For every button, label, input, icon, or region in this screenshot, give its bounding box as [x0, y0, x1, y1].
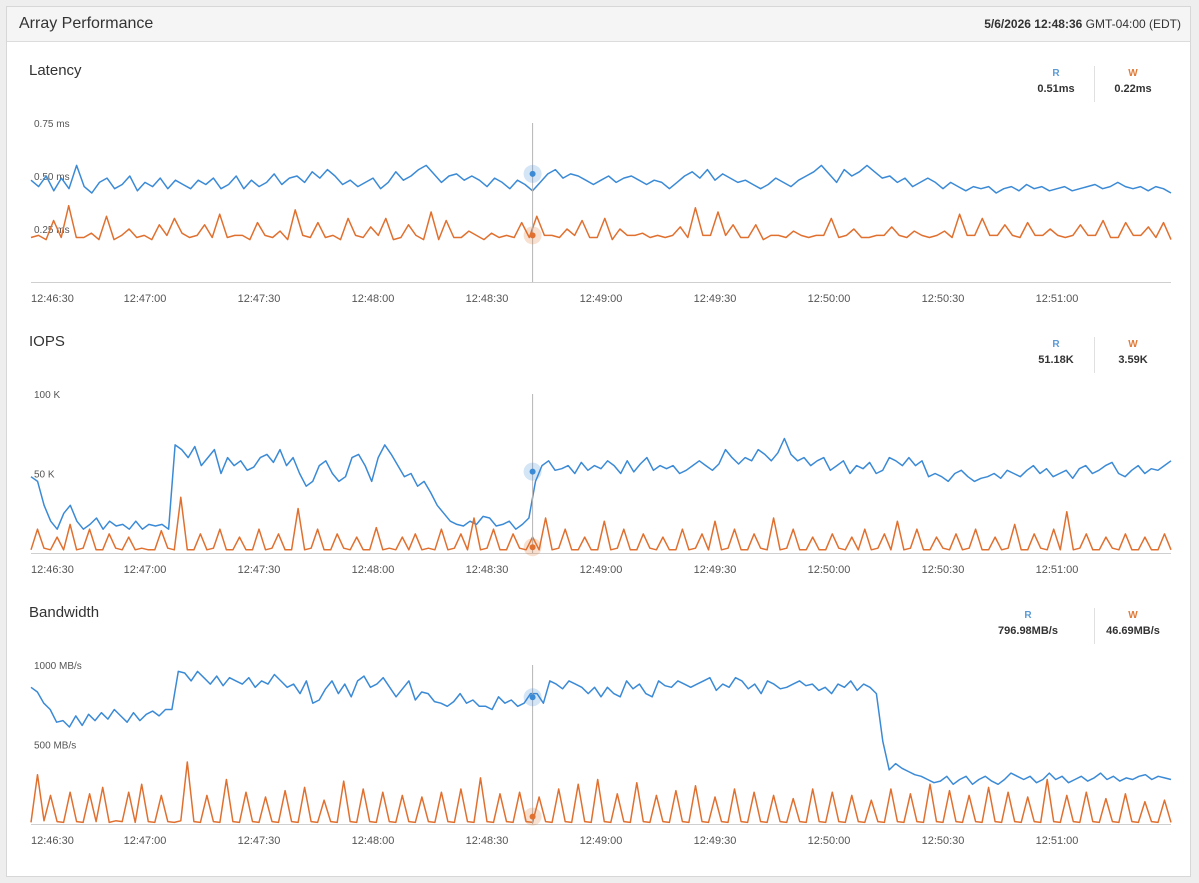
legend-write-label: W [1128, 339, 1138, 350]
write-series-line [30, 496, 1172, 551]
read-series-line [30, 164, 1172, 194]
legend-read-label: R [1052, 68, 1060, 79]
x-tick-label: 12:46:30 [31, 835, 74, 847]
x-tick-label: 12:48:00 [352, 293, 395, 305]
y-tick-label: 100 K [34, 390, 60, 401]
x-tick-label: 12:48:30 [466, 293, 509, 305]
x-tick-label: 12:49:00 [580, 835, 623, 847]
legend-write: W 0.22ms [1097, 68, 1169, 95]
x-tick-label: 12:50:00 [808, 564, 851, 576]
timestamp-datetime: 5/6/2026 12:48:36 [984, 17, 1083, 31]
legend-write-value: 46.69MB/s [1106, 625, 1160, 637]
x-tick-label: 12:47:00 [124, 293, 167, 305]
y-tick-label: 0.25 ms [34, 225, 70, 236]
legend-write: W 3.59K [1097, 339, 1169, 366]
legend-read-label: R [1024, 610, 1032, 621]
iops-chart-section: IOPS R 51.18K W 3.59K 100 K 50 K 12:46:30 1… [7, 333, 1192, 603]
legend-read: R 51.18K [1020, 339, 1092, 366]
legend-read: R 796.98MB/s [992, 610, 1064, 637]
x-tick-label: 12:47:00 [124, 835, 167, 847]
read-series-line [30, 670, 1172, 786]
x-tick-label: 12:48:00 [352, 564, 395, 576]
legend-write-value: 0.22ms [1114, 83, 1152, 95]
x-tick-label: 12:51:00 [1036, 293, 1079, 305]
legend-read-value: 51.18K [1038, 354, 1074, 366]
x-tick-label: 12:47:30 [238, 835, 281, 847]
legend-divider [1094, 608, 1095, 644]
write-series-line [30, 761, 1172, 824]
x-tick-label: 12:46:30 [31, 293, 74, 305]
bandwidth-plot[interactable]: 1000 MB/s 500 MB/s 12:46:30 12:47:00 12:47:3… [7, 604, 1192, 874]
latency-chart-section: Latency R 0.51ms W 0.22ms 0.75 ms 0.50 ms… [7, 62, 1192, 332]
latency-plot[interactable]: 0.75 ms 0.50 ms 0.25 ms 12:46:30 12:47:00 12:… [7, 62, 1192, 332]
write-series-line [30, 204, 1172, 241]
timestamp-timezone: GMT-04:00 (EDT) [1082, 17, 1181, 31]
x-tick-label: 12:51:00 [1036, 564, 1079, 576]
y-tick-label: 0.75 ms [34, 119, 70, 130]
x-tick-label: 12:47:00 [124, 564, 167, 576]
read-cursor-point [529, 170, 536, 177]
legend-read-label: R [1052, 339, 1060, 350]
legend-write: W 46.69MB/s [1097, 610, 1169, 637]
y-tick-label: 0.50 ms [34, 172, 70, 183]
bandwidth-chart-section: Bandwidth R 796.98MB/s W 46.69MB/s 1000 … [7, 604, 1192, 874]
legend-read-value: 796.98MB/s [998, 625, 1058, 637]
timestamp: 5/6/2026 12:48:36 GMT-04:00 (EDT) [984, 17, 1181, 31]
x-tick-label: 12:47:30 [238, 564, 281, 576]
panel-header: Array Performance 5/6/2026 12:48:36 GMT-… [7, 7, 1190, 42]
x-tick-label: 12:50:00 [808, 835, 851, 847]
x-tick-label: 12:49:00 [580, 564, 623, 576]
x-tick-label: 12:48:30 [466, 835, 509, 847]
panel-title: Array Performance [19, 15, 154, 32]
legend-read-value: 0.51ms [1037, 83, 1075, 95]
x-tick-label: 12:49:30 [694, 835, 737, 847]
x-tick-label: 12:49:30 [694, 293, 737, 305]
chart-title: Latency [29, 62, 82, 79]
x-tick-label: 12:46:30 [31, 564, 74, 576]
x-tick-label: 12:51:00 [1036, 835, 1079, 847]
legend-divider [1094, 337, 1095, 373]
legend-divider [1094, 66, 1095, 102]
x-tick-label: 12:50:30 [922, 835, 965, 847]
read-series-line [30, 437, 1172, 530]
y-tick-label: 50 K [34, 470, 55, 481]
chart-title: IOPS [29, 333, 65, 350]
x-tick-label: 12:48:00 [352, 835, 395, 847]
legend-write-label: W [1128, 68, 1138, 79]
array-performance-panel: Array Performance 5/6/2026 12:48:36 GMT-… [6, 6, 1191, 877]
x-tick-label: 12:50:00 [808, 293, 851, 305]
read-cursor-point [529, 468, 536, 475]
chart-title: Bandwidth [29, 604, 100, 621]
x-tick-label: 12:50:30 [922, 293, 965, 305]
iops-plot[interactable]: 100 K 50 K 12:46:30 12:47:00 12:47:30 12:48:0… [7, 333, 1192, 603]
y-tick-label: 500 MB/s [34, 741, 76, 752]
write-cursor-point [529, 544, 536, 551]
legend-write-value: 3.59K [1118, 354, 1148, 366]
x-tick-label: 12:48:30 [466, 564, 509, 576]
x-tick-label: 12:49:30 [694, 564, 737, 576]
write-cursor-point [529, 813, 536, 820]
read-cursor-point [529, 694, 536, 701]
x-tick-label: 12:50:30 [922, 564, 965, 576]
x-tick-label: 12:49:00 [580, 293, 623, 305]
legend-write-label: W [1128, 610, 1138, 621]
write-cursor-point [529, 232, 536, 239]
legend-read: R 0.51ms [1020, 68, 1092, 95]
x-tick-label: 12:47:30 [238, 293, 281, 305]
y-tick-label: 1000 MB/s [34, 661, 82, 672]
